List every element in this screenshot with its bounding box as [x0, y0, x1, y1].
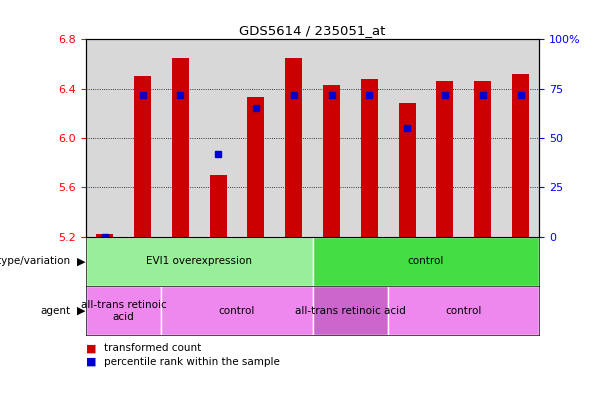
Text: EVI1 overexpression: EVI1 overexpression: [147, 256, 252, 266]
Bar: [398, 103, 416, 237]
Text: control: control: [446, 306, 482, 316]
Bar: [210, 175, 227, 237]
Bar: [96, 234, 113, 237]
Bar: [361, 79, 378, 237]
Bar: [134, 76, 151, 237]
Bar: [86, 286, 161, 335]
Text: ▶: ▶: [77, 306, 85, 316]
Bar: [86, 237, 313, 286]
Bar: [248, 97, 264, 237]
Text: ▶: ▶: [77, 256, 85, 266]
Text: agent: agent: [40, 306, 70, 316]
Text: ■: ■: [86, 343, 96, 353]
Bar: [285, 58, 302, 237]
Bar: [474, 81, 491, 237]
Text: all-trans retinoic
acid: all-trans retinoic acid: [81, 300, 167, 321]
Text: percentile rank within the sample: percentile rank within the sample: [104, 357, 280, 367]
Bar: [161, 286, 313, 335]
Title: GDS5614 / 235051_at: GDS5614 / 235051_at: [240, 24, 386, 37]
Bar: [172, 58, 189, 237]
Text: ■: ■: [86, 357, 96, 367]
Text: genotype/variation: genotype/variation: [0, 256, 70, 266]
Bar: [323, 85, 340, 237]
Bar: [313, 237, 539, 286]
Text: all-trans retinoic acid: all-trans retinoic acid: [295, 306, 406, 316]
Text: control: control: [408, 256, 444, 266]
Text: transformed count: transformed count: [104, 343, 202, 353]
Bar: [388, 286, 539, 335]
Bar: [313, 286, 388, 335]
Bar: [512, 74, 529, 237]
Text: control: control: [219, 306, 255, 316]
Bar: [436, 81, 454, 237]
